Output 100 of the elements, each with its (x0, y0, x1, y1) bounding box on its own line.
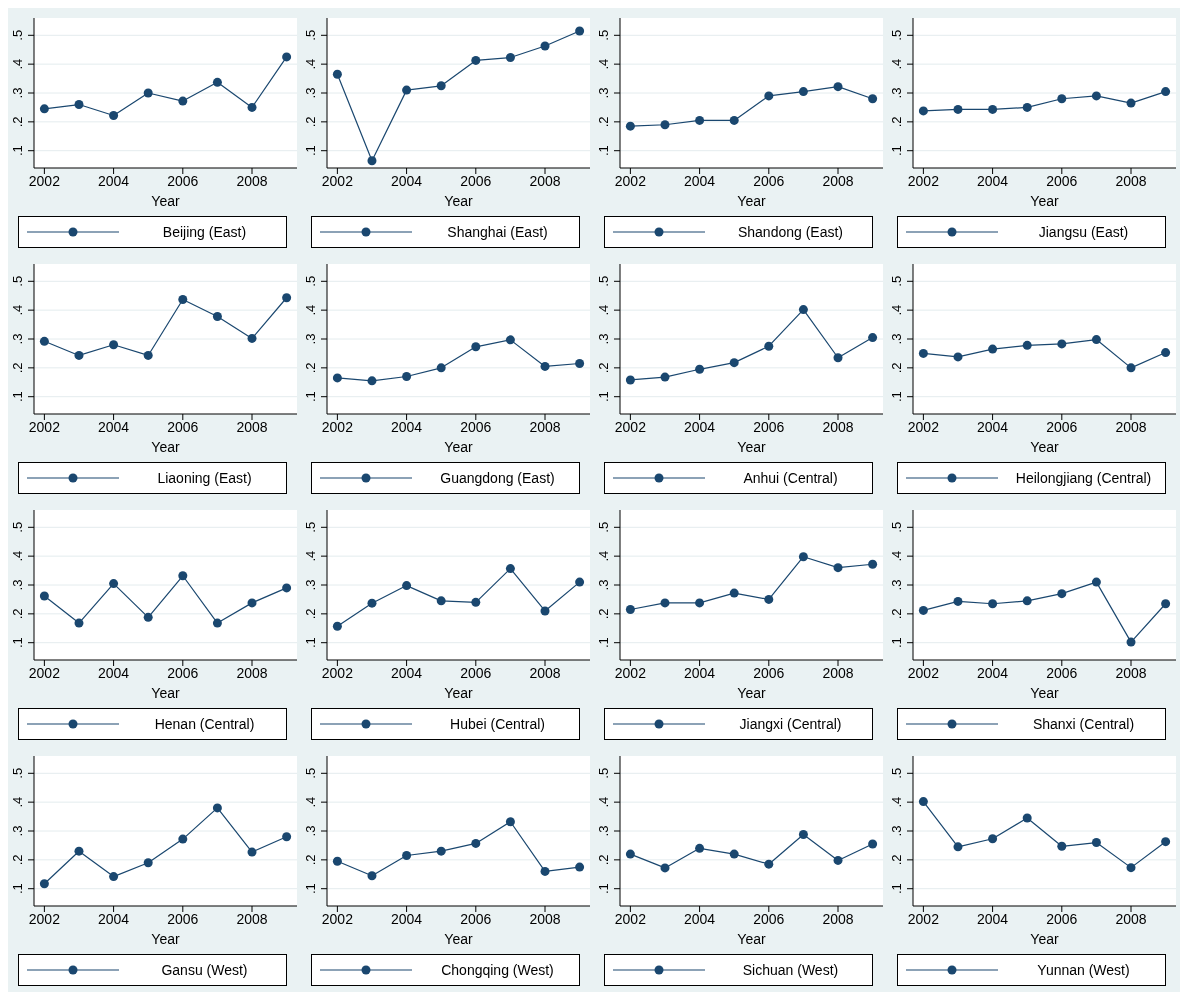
y-tick-label: .5 (10, 275, 25, 287)
x-axis-title: Year (444, 439, 473, 455)
point (868, 839, 878, 849)
x-tick-label: 2004 (684, 664, 716, 681)
point (1091, 91, 1101, 101)
text: Beijing (East) (161, 224, 248, 240)
x-axis-title: Year (151, 193, 180, 209)
point (212, 312, 222, 321)
y-tick-label: .1 (596, 391, 611, 403)
point (402, 851, 412, 861)
x-tick-label: 2008 (529, 172, 561, 189)
point (540, 361, 550, 371)
point (868, 94, 878, 104)
point (833, 353, 843, 363)
x-tick-label: 2008 (529, 418, 561, 435)
point (332, 621, 342, 631)
point (833, 563, 843, 573)
point (1126, 363, 1136, 373)
point (1091, 577, 1101, 587)
text: Liaoning (East) (156, 470, 253, 486)
text: Anhui (Central) (742, 470, 839, 486)
x-tick-label: 2004 (684, 172, 716, 189)
y-tick-label: .3 (596, 333, 611, 345)
y-tick-label: .4 (10, 304, 25, 316)
point (868, 559, 878, 569)
point (505, 335, 515, 345)
point (1126, 863, 1136, 873)
x-tick-label: 2006 (460, 664, 492, 681)
x-axis-title: Year (444, 931, 473, 947)
point (1161, 599, 1171, 609)
y-tick-label: .4 (303, 796, 318, 808)
point (39, 591, 49, 601)
y-tick-label: .3 (596, 87, 611, 99)
point (918, 348, 928, 358)
point (143, 88, 153, 98)
y-tick-label: .4 (889, 550, 904, 562)
point (918, 605, 928, 615)
point (764, 859, 774, 869)
point (109, 340, 119, 350)
y-tick-label: .4 (303, 550, 318, 562)
y-tick-label: .2 (889, 116, 904, 128)
x-tick-label: 2002 (907, 664, 940, 681)
x-tick-label: 2004 (98, 910, 130, 927)
y-tick-label: .4 (596, 58, 611, 70)
point (660, 372, 670, 382)
x-tick-label: 2008 (1115, 664, 1147, 681)
y-tick-label: .5 (303, 275, 318, 287)
x-tick-label: 2006 (1046, 664, 1078, 681)
point (729, 588, 739, 598)
y-tick-label: .5 (596, 275, 611, 287)
y-tick-label: .3 (10, 579, 25, 591)
x-axis-title: Year (1030, 685, 1059, 701)
y-tick-label: .4 (889, 304, 904, 316)
point (625, 375, 635, 385)
x-tick-label: 2008 (1115, 172, 1147, 189)
point (178, 294, 188, 304)
point (247, 333, 257, 343)
text: Gansu (West) (160, 962, 249, 978)
y-tick-label: .2 (889, 854, 904, 866)
point (575, 26, 585, 36)
x-axis-title: Year (151, 931, 180, 947)
x-axis-title: Year (1030, 193, 1059, 209)
y-tick-label: .4 (889, 58, 904, 70)
y-tick-label: .4 (596, 550, 611, 562)
point (178, 96, 188, 106)
point (1022, 813, 1032, 823)
y-tick-label: .4 (10, 58, 25, 70)
x-tick-label: 2004 (391, 664, 423, 681)
point (1057, 589, 1067, 599)
y-tick-label: .1 (889, 391, 904, 403)
y-tick-label: .3 (889, 333, 904, 345)
x-tick-label: 2006 (753, 664, 785, 681)
y-tick-label: .5 (889, 29, 904, 41)
y-tick-label: .2 (10, 362, 25, 374)
point (1091, 335, 1101, 345)
x-tick-label: 2002 (321, 172, 354, 189)
x-tick-label: 2008 (236, 172, 268, 189)
point (39, 104, 49, 114)
x-tick-label: 2006 (460, 910, 492, 927)
point (988, 834, 998, 844)
point (660, 120, 670, 130)
y-tick-label: .2 (596, 608, 611, 620)
x-tick-label: 2006 (167, 664, 199, 681)
x-tick-label: 2006 (753, 172, 785, 189)
point (143, 612, 153, 622)
x-tick-label: 2004 (391, 418, 423, 435)
point (540, 606, 550, 616)
y-tick-label: .2 (303, 116, 318, 128)
point (332, 69, 342, 79)
point (74, 846, 84, 856)
point (332, 373, 342, 383)
point (1126, 98, 1136, 108)
x-axis-title: Year (737, 439, 766, 455)
y-tick-label: .2 (10, 116, 25, 128)
y-tick-label: .4 (596, 796, 611, 808)
y-tick-label: .1 (889, 883, 904, 895)
y-tick-label: .2 (303, 854, 318, 866)
y-tick-label: .1 (303, 637, 318, 649)
y-tick-label: .3 (303, 87, 318, 99)
y-tick-label: .5 (10, 29, 25, 41)
